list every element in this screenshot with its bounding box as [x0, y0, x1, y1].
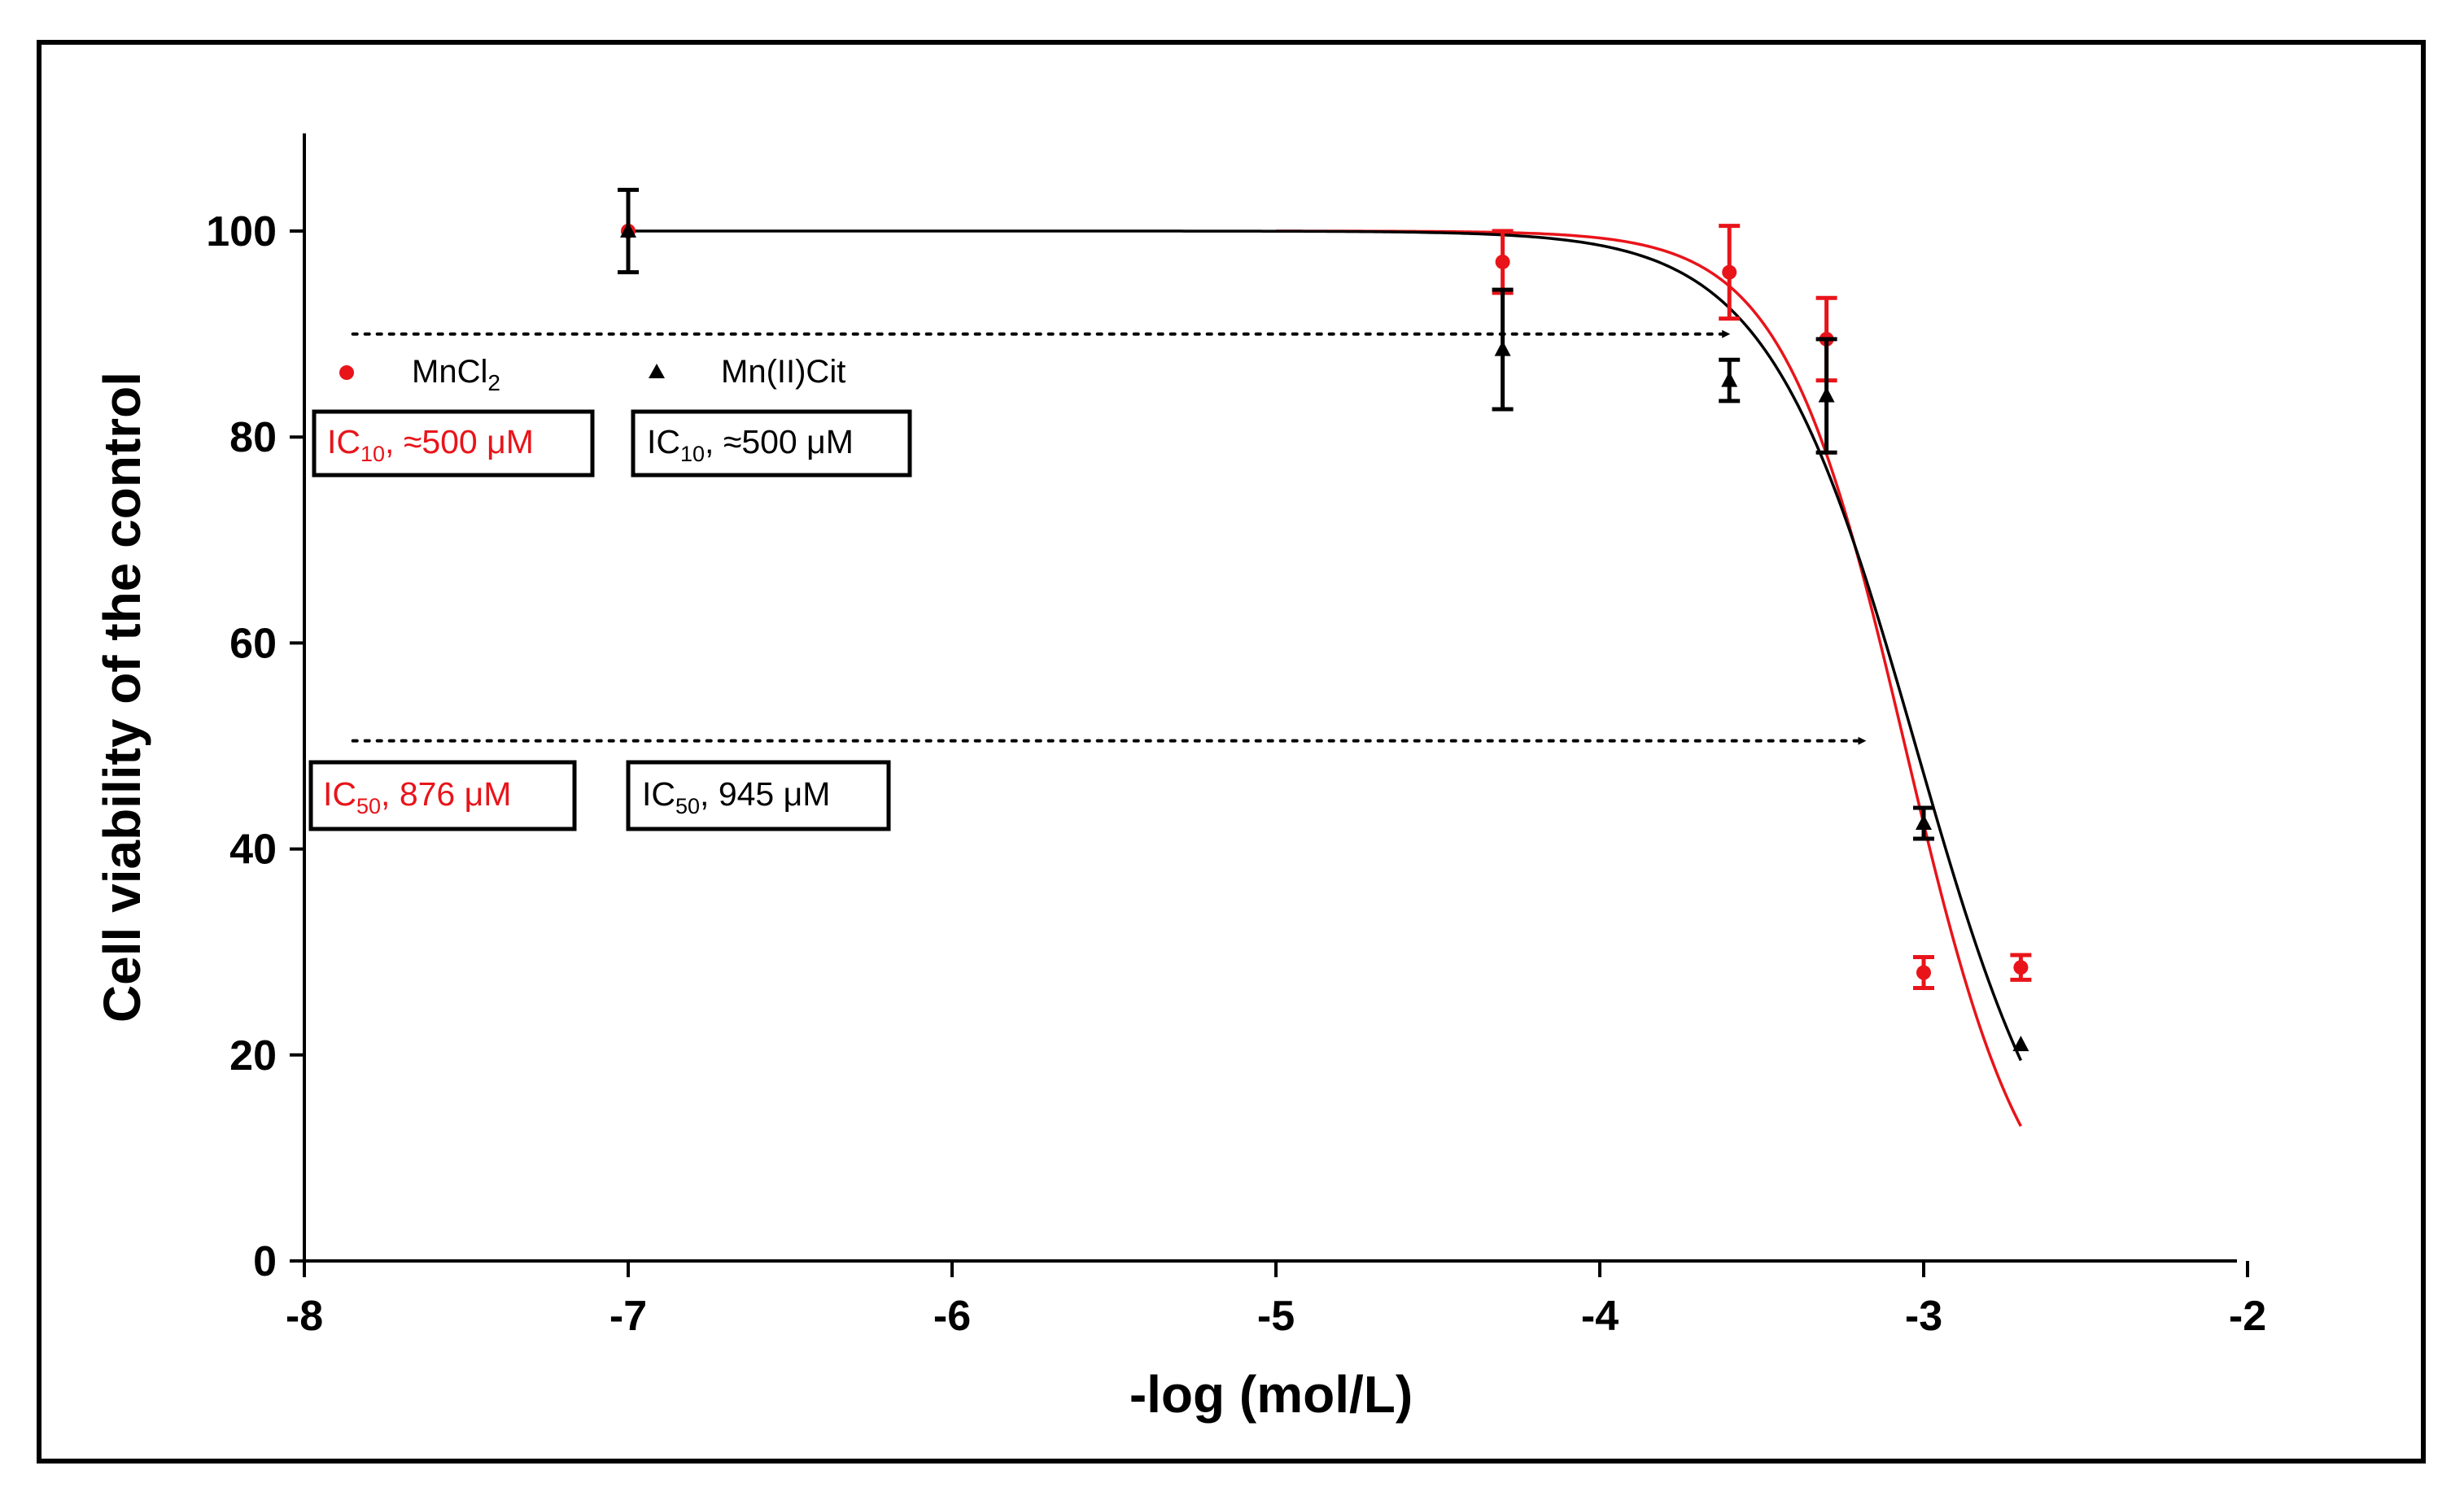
x-tick-label: -8	[286, 1293, 323, 1340]
x-axis-title: -log (mol/L)	[1129, 1365, 1413, 1424]
reference-lines	[351, 329, 1868, 745]
annotation-ic50-mncl2: IC50, 876 μM	[308, 760, 577, 831]
data-point-mncit	[1494, 340, 1511, 356]
y-tick-label: 100	[206, 208, 277, 255]
ic50-mncit-value: , 945 μM	[700, 775, 830, 813]
svg-text:IC10, ≈500 μM: IC10, ≈500 μM	[647, 423, 854, 466]
ic10-mncit-label: IC	[647, 423, 680, 460]
svg-text:IC10, ≈500 μM: IC10, ≈500 μM	[327, 423, 534, 466]
data-point-mncit	[620, 222, 636, 238]
ic50-mncl2-sub: 50	[356, 794, 381, 818]
legend-label-mncl2-sub: 2	[487, 370, 500, 395]
x-axis-ticks: -8 -7 -6 -5 -4 -3 -2	[286, 1261, 2266, 1340]
x-tick-label: -5	[1257, 1293, 1295, 1340]
annotation-ic10-mncit: IC10, ≈500 μM	[631, 409, 912, 478]
ic50-mncit-sub: 50	[675, 794, 700, 818]
y-axis-title: Cell viability of the control	[93, 372, 151, 1023]
ic50-mncit-label: IC	[642, 775, 675, 813]
data-point-mncl2	[2013, 960, 2029, 975]
data-point-mncl2	[1722, 264, 1737, 280]
x-tick-label: -3	[1905, 1293, 1942, 1340]
legend-label-mncl2-name: MnCl	[412, 354, 487, 390]
x-tick-label: -2	[2229, 1293, 2266, 1340]
ic10-mncl2-sub: 10	[360, 442, 385, 466]
y-tick-label: 60	[229, 620, 277, 667]
y-tick-label: 40	[229, 827, 277, 874]
legend-label-mncl2: MnCl2	[412, 354, 500, 395]
legend-label-mncit: Mn(II)Cit	[721, 354, 845, 390]
data-point-mncl2	[1916, 965, 1931, 980]
y-tick-label: 80	[229, 414, 277, 461]
data-point-mncit	[1818, 386, 1835, 403]
annotation-ic10-mncl2: IC10, ≈500 μM	[312, 409, 595, 478]
x-tick-label: -6	[933, 1293, 971, 1340]
fit-curves	[628, 229, 2022, 1128]
fit-curve-mncit	[628, 229, 2022, 1062]
ic10-mncl2-label: IC	[327, 423, 360, 460]
data-point-mncit	[1721, 371, 1738, 387]
ic10-mncl2-value: , ≈500 μM	[385, 423, 534, 460]
legend-marker-mncit	[649, 364, 665, 378]
ic50-mncl2-label: IC	[323, 775, 356, 813]
svg-text:IC50, 876 μM: IC50, 876 μM	[323, 775, 511, 818]
y-tick-label: 20	[229, 1032, 277, 1080]
ic10-mncit-value: , ≈500 μM	[705, 423, 854, 460]
ic10-mncit-sub: 10	[680, 442, 705, 466]
y-tick-label: 0	[253, 1238, 277, 1285]
legend-marker-mncl2	[339, 365, 354, 380]
data-points	[618, 187, 2032, 1052]
x-tick-label: -4	[1581, 1293, 1619, 1340]
ic50-mncl2-value: , 876 μM	[381, 775, 511, 813]
legend: MnCl2 Mn(II)Cit	[339, 354, 845, 395]
y-axis-ticks: 0 20 40 60 80 100	[206, 208, 304, 1285]
data-point-mncit	[2012, 1036, 2029, 1052]
annotation-ic50-mncit: IC50, 945 μM	[626, 760, 891, 831]
data-point-mncl2	[1495, 254, 1510, 269]
figure-frame	[37, 40, 2426, 1464]
x-tick-label: -7	[609, 1293, 647, 1340]
data-point-mncit	[1916, 814, 1932, 830]
svg-text:IC50, 945 μM: IC50, 945 μM	[642, 775, 830, 818]
